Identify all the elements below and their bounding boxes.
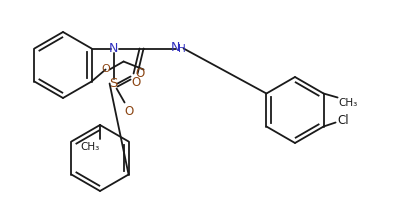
Text: CH₃: CH₃ xyxy=(338,99,357,108)
Text: O: O xyxy=(131,76,140,89)
Text: O: O xyxy=(101,65,110,74)
Text: O: O xyxy=(124,105,133,118)
Text: Cl: Cl xyxy=(338,114,349,127)
Text: S: S xyxy=(109,77,118,90)
Text: N: N xyxy=(171,41,180,54)
Text: O: O xyxy=(135,67,144,80)
Text: CH₃: CH₃ xyxy=(81,142,99,152)
Text: N: N xyxy=(109,42,118,55)
Text: H: H xyxy=(178,43,185,54)
